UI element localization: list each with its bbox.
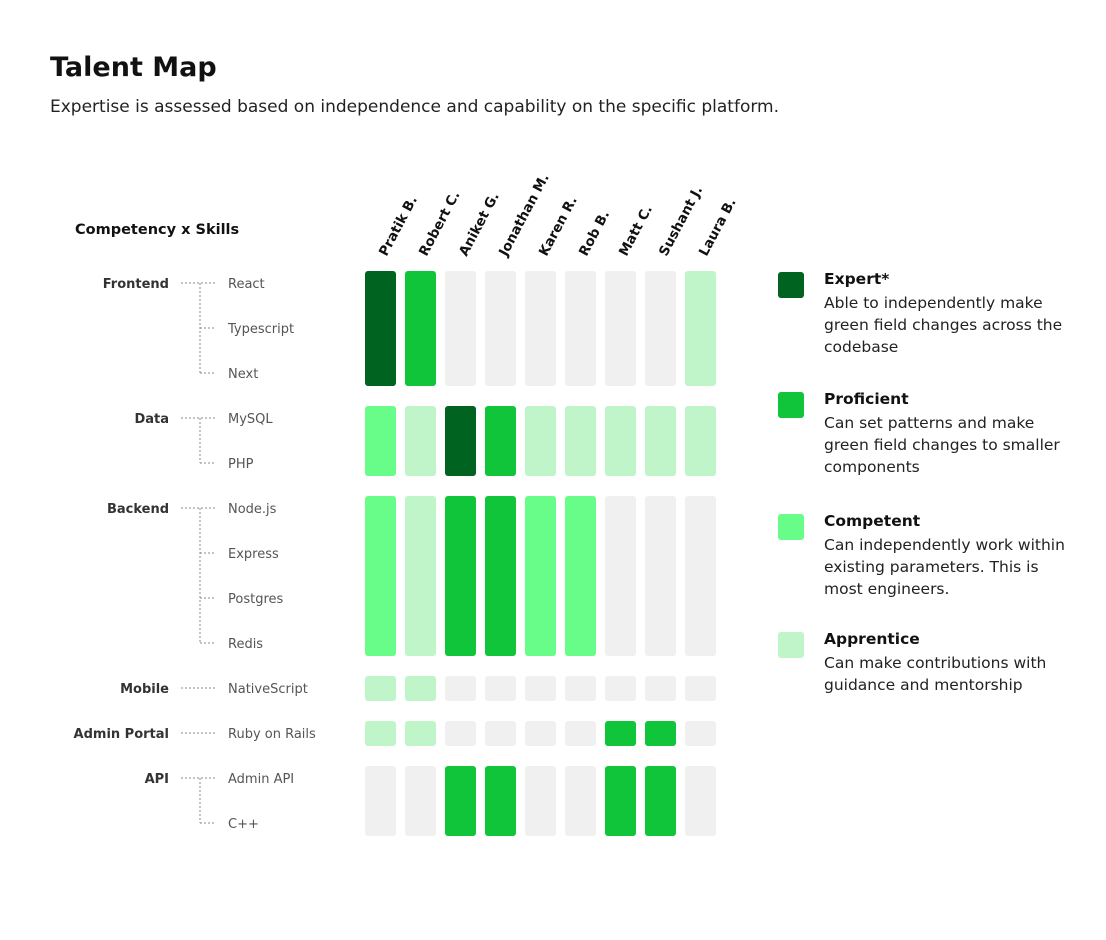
heatmap-cell: [685, 271, 716, 386]
heatmap-cell: [365, 271, 396, 386]
heatmap-cell: [445, 676, 476, 701]
heatmap-cell: [405, 721, 436, 746]
person-label: Matt C.: [616, 203, 656, 259]
heatmap-cell: [685, 496, 716, 656]
heatmap-cell: [605, 496, 636, 656]
legend-swatch-expert: [778, 272, 804, 298]
group-label: Frontend: [103, 277, 169, 292]
legend-description: Can make contributions with guidance and…: [824, 654, 1047, 694]
heatmap-cell: [485, 271, 516, 386]
heatmap-cell: [645, 676, 676, 701]
legend-description: Able to independently make green field c…: [824, 294, 1063, 356]
heatmap-cell: [645, 271, 676, 386]
heatmap-cell: [525, 766, 556, 836]
skill-label: Ruby on Rails: [228, 727, 316, 742]
heatmap-cell: [485, 406, 516, 476]
legend-swatch-apprentice: [778, 632, 804, 658]
heatmap-cell: [485, 766, 516, 836]
heatmap-cell: [685, 766, 716, 836]
heatmap-cell: [565, 721, 596, 746]
heatmap-cell: [645, 766, 676, 836]
heatmap-cell: [365, 676, 396, 701]
heatmap-cell: [485, 496, 516, 656]
skill-label: C++: [228, 817, 259, 832]
group-label: Backend: [107, 502, 169, 517]
heatmap-cell: [365, 766, 396, 836]
group-label: API: [145, 772, 169, 787]
skill-label: React: [228, 277, 265, 292]
legend-description: Can set patterns and make green field ch…: [824, 414, 1060, 476]
heatmap-cell: [485, 676, 516, 701]
person-label: Robert C.: [416, 188, 464, 259]
group-label: Mobile: [120, 682, 169, 697]
page-title: Talent Map: [50, 52, 217, 83]
heatmap-cell: [645, 496, 676, 656]
heatmap-cell: [405, 406, 436, 476]
heatmap-cell: [365, 406, 396, 476]
heatmap-cell: [605, 676, 636, 701]
heatmap-cell: [565, 496, 596, 656]
heatmap-cell: [645, 721, 676, 746]
heatmap-cell: [565, 271, 596, 386]
heatmap-cell: [565, 406, 596, 476]
heatmap-cell: [405, 496, 436, 656]
heatmap-cell: [445, 496, 476, 656]
heatmap-cell: [525, 406, 556, 476]
heatmap-cell: [525, 496, 556, 656]
heatmap-cell: [445, 271, 476, 386]
skill-label: Next: [228, 367, 258, 382]
skill-label: NativeScript: [228, 682, 308, 697]
skill-label: PHP: [228, 457, 254, 472]
heatmap-cell: [365, 721, 396, 746]
legend-swatch-competent: [778, 514, 804, 540]
heatmap-cell: [405, 271, 436, 386]
legend-name: Expert*: [824, 270, 890, 288]
heatmap-cell: [405, 676, 436, 701]
heatmap-cell: [605, 271, 636, 386]
skill-label: Node.js: [228, 502, 277, 517]
legend-name: Competent: [824, 512, 921, 530]
heatmap-cell: [605, 766, 636, 836]
person-label: Rob B.: [576, 208, 613, 259]
skill-label: Postgres: [228, 592, 284, 607]
heatmap-cell: [445, 766, 476, 836]
legend-swatch-proficient: [778, 392, 804, 418]
heatmap-cell: [445, 721, 476, 746]
heatmap-cell: [645, 406, 676, 476]
legend-name: Proficient: [824, 390, 909, 408]
heatmap-cell: [605, 721, 636, 746]
heatmap-cell: [685, 721, 716, 746]
person-label: Karen R.: [536, 194, 581, 259]
person-label: Aniket G.: [456, 190, 503, 259]
heatmap-cell: [445, 406, 476, 476]
heatmap-cell: [365, 496, 396, 656]
group-label: Data: [134, 412, 169, 427]
heatmap-cell: [525, 721, 556, 746]
heatmap-cell: [565, 766, 596, 836]
heatmap-cell: [605, 406, 636, 476]
skill-label: Express: [228, 547, 279, 562]
group-label: Admin Portal: [74, 727, 169, 742]
skill-label: Redis: [228, 637, 263, 652]
heatmap-cell: [565, 676, 596, 701]
page-subtitle: Expertise is assessed based on independe…: [50, 97, 779, 117]
heatmap-cell: [685, 406, 716, 476]
legend-description: Can independently work within existing p…: [824, 536, 1065, 598]
legend-name: Apprentice: [824, 630, 920, 648]
axis-title: Competency x Skills: [75, 222, 240, 238]
person-label: Pratik B.: [376, 193, 421, 259]
heatmap-cell: [405, 766, 436, 836]
skill-label: MySQL: [228, 412, 273, 427]
heatmap-cell: [525, 676, 556, 701]
heatmap-cell: [525, 271, 556, 386]
skill-label: Typescript: [227, 322, 294, 337]
skill-label: Admin API: [228, 772, 294, 787]
heatmap-cell: [485, 721, 516, 746]
heatmap-cell: [685, 676, 716, 701]
person-label: Laura B.: [696, 196, 740, 259]
